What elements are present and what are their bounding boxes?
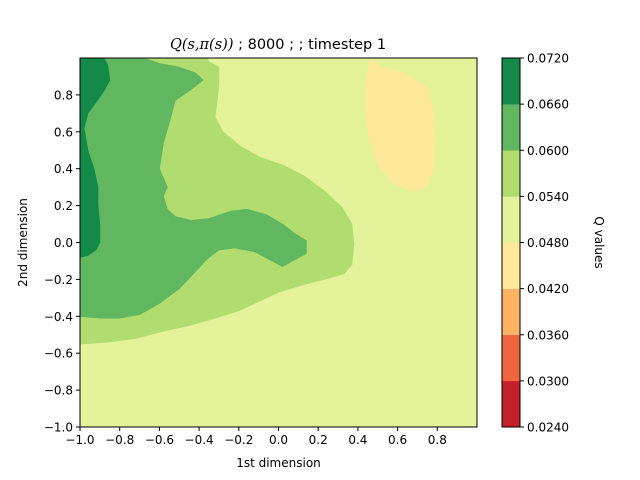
colorbar-band	[502, 380, 520, 428]
colorbar-tick-label: 0.0420	[527, 282, 569, 296]
contour-region-8	[79, 57, 111, 258]
colorbar-label: Q values	[592, 216, 606, 268]
x-tick-label: −0.2	[224, 433, 253, 447]
y-tick-label: 0.2	[54, 199, 73, 213]
contour-region-4	[79, 243, 478, 428]
colorbar-tick-label: 0.0600	[527, 144, 569, 158]
title-rest: ; 8000 ; ; timestep 1	[233, 37, 386, 53]
x-tick-label: 0.6	[388, 433, 407, 447]
y-tick-label: 0.0	[54, 236, 73, 250]
colorbar-tick-label: 0.0660	[527, 98, 569, 112]
colorbar-band	[502, 104, 520, 151]
colorbar-tick-label: 0.0720	[527, 52, 569, 66]
title-math: Q(s,π(s))	[170, 37, 234, 53]
y-tick-label: 0.6	[54, 125, 73, 139]
y-tick-label: −1.0	[44, 421, 73, 435]
x-tick-label: 0.4	[348, 433, 367, 447]
colorbar-tick-label: 0.0540	[527, 190, 569, 204]
colorbar: 0.0240 0.0300 0.0360 0.0420 0.0480 0.0540 0.06…	[501, 52, 606, 435]
x-tick-label: 0.2	[309, 433, 328, 447]
contour-region-7	[79, 57, 307, 319]
contour-region-5	[365, 59, 436, 192]
chart-title: Q(s,π(s)) ; 8000 ; ; timestep 1	[170, 37, 386, 53]
y-tick-label: −0.4	[44, 310, 73, 324]
colorbar-band	[502, 196, 520, 243]
colorbar-band	[502, 334, 520, 382]
colorbar-tick-label: 0.0480	[527, 236, 569, 250]
colorbar-band	[502, 150, 520, 197]
colorbar-tick-label: 0.0300	[527, 374, 569, 388]
x-tick-label: −1.0	[65, 433, 94, 447]
y-axis: −1.0 −0.8 −0.6 −0.4 −0.2 0.0 0.2 0.4 0.6 0.8	[44, 88, 80, 435]
colorbar-tick-label: 0.0240	[527, 421, 569, 435]
plot-area: −1.0 −0.8 −0.6 −0.4 −0.2 0.0 0.2 0.4 0.6 0.8 −1.0…	[44, 57, 478, 447]
x-tick-label: 0.8	[428, 433, 447, 447]
y-tick-label: −0.6	[44, 347, 73, 361]
colorbar-ticks: 0.0240 0.0300 0.0360 0.0420 0.0480 0.0540 0.06…	[520, 52, 569, 435]
colorbar-band	[502, 288, 520, 336]
x-axis: −1.0 −0.8 −0.6 −0.4 −0.2 0.0 0.2 0.4 0.6 0.8	[65, 427, 447, 447]
y-axis-label: 2nd dimension	[16, 198, 30, 287]
y-tick-label: −0.2	[44, 273, 73, 287]
y-tick-label: 0.4	[54, 162, 73, 176]
colorbar-band	[502, 242, 520, 289]
x-tick-label: −0.8	[105, 433, 134, 447]
x-axis-label: 1st dimension	[236, 456, 321, 470]
contour-regions	[79, 57, 478, 428]
colorbar-band	[502, 58, 520, 105]
x-tick-label: −0.4	[185, 433, 214, 447]
x-tick-label: −0.6	[145, 433, 174, 447]
y-tick-label: 0.8	[54, 88, 73, 102]
colorbar-tick-label: 0.0360	[527, 328, 569, 342]
colorbar-bands	[502, 58, 520, 428]
x-tick-label: 0.0	[269, 433, 288, 447]
y-tick-label: −0.8	[44, 384, 73, 398]
